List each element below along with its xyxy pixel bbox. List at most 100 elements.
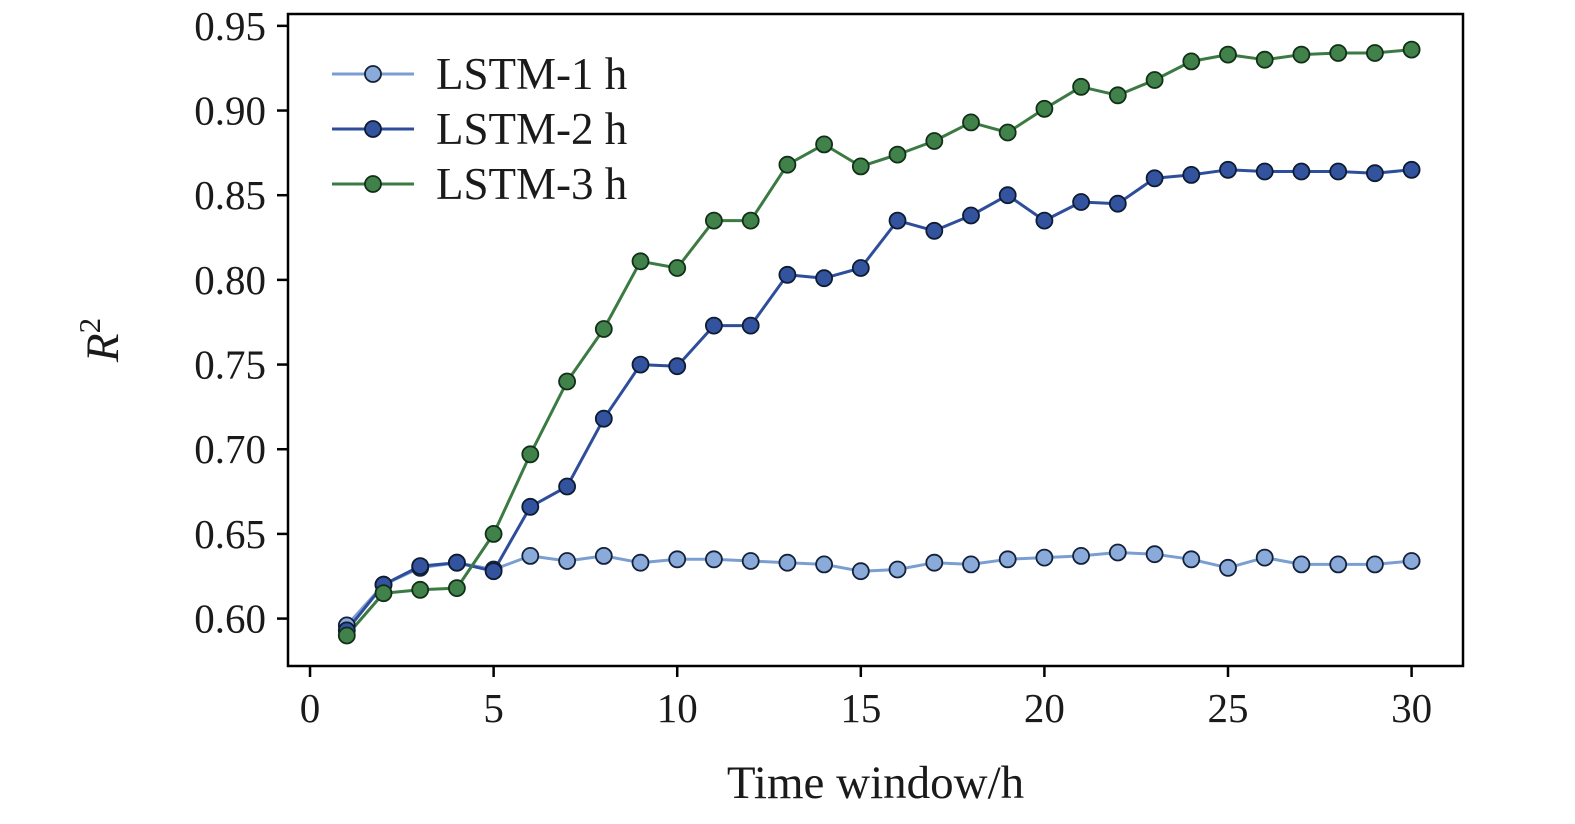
- data-point: [1145, 71, 1164, 89]
- data-point: [705, 550, 723, 569]
- data-point: [888, 211, 907, 230]
- x-tick-label: 5: [483, 685, 504, 731]
- data-point: [411, 557, 430, 575]
- data-point: [1108, 194, 1127, 213]
- data-point: [594, 409, 613, 428]
- x-tick-label: 20: [1024, 685, 1065, 731]
- data-point: [1072, 547, 1090, 565]
- data-point: [1145, 545, 1164, 564]
- data-point: [558, 552, 576, 570]
- y-tick-label: 0.65: [194, 511, 266, 557]
- y-tick-label: 0.70: [194, 426, 266, 472]
- data-point: [411, 580, 430, 599]
- legend-label: LSTM-1 h: [436, 49, 627, 99]
- data-point: [815, 135, 833, 154]
- data-point: [1402, 40, 1421, 59]
- data-point: [998, 550, 1017, 569]
- data-point: [484, 525, 503, 543]
- data-point: [1329, 44, 1348, 62]
- x-axis-title: Time window/h: [727, 757, 1024, 809]
- data-point: [1255, 162, 1274, 181]
- data-point: [1035, 211, 1054, 230]
- data-point: [1072, 77, 1090, 96]
- data-point: [484, 562, 503, 581]
- data-point: [1145, 169, 1164, 188]
- series-markers-LSTM-2-h: [337, 160, 1421, 640]
- data-point: [741, 211, 760, 230]
- data-point: [594, 547, 613, 565]
- data-point: [1182, 165, 1201, 184]
- data-point: [1402, 160, 1421, 179]
- data-point: [447, 553, 466, 572]
- x-tick-label: 0: [300, 685, 321, 731]
- data-point: [778, 553, 797, 572]
- axes-box: [286, 12, 1465, 668]
- data-point: [1182, 550, 1201, 569]
- data-point: [778, 265, 797, 284]
- data-point: [778, 155, 797, 174]
- y-tick-label: 0.95: [194, 3, 266, 49]
- y-tick-label: 0.85: [194, 172, 266, 218]
- data-point: [998, 186, 1017, 205]
- data-point: [1219, 558, 1237, 577]
- series-markers-LSTM-3-h: [337, 40, 1421, 645]
- data-point: [888, 560, 907, 579]
- data-point: [741, 552, 760, 570]
- data-point: [1255, 50, 1274, 69]
- y-axis: 0.60 0.65 0.70 0.75 0.80 0.85 0.90 0.95: [194, 3, 288, 642]
- y-tick-label: 0.90: [194, 88, 266, 134]
- x-tick-label: 10: [657, 685, 698, 731]
- y-tick-label: 0.75: [194, 342, 266, 388]
- data-point: [558, 477, 576, 496]
- data-point: [447, 579, 466, 597]
- y-tick-label: 0.80: [194, 257, 266, 303]
- data-point: [1366, 555, 1384, 574]
- data-point: [1402, 552, 1421, 570]
- data-point: [1108, 543, 1127, 562]
- data-point: [1292, 162, 1311, 181]
- x-tick-label: 15: [840, 685, 881, 731]
- data-point: [1182, 52, 1201, 71]
- data-point: [962, 555, 980, 574]
- data-point: [705, 316, 723, 335]
- legend-item-LSTM-1-h: LSTM-1 h: [332, 49, 627, 99]
- data-point: [631, 252, 650, 271]
- data-point: [851, 259, 870, 277]
- data-point: [1329, 555, 1348, 574]
- data-point: [631, 553, 650, 572]
- data-point: [815, 555, 833, 574]
- legend-item-LSTM-2-h: LSTM-2 h: [332, 104, 627, 154]
- data-point: [521, 445, 540, 464]
- data-point: [851, 562, 870, 581]
- data-point: [1108, 86, 1127, 105]
- data-point: [1219, 45, 1237, 64]
- data-point: [925, 132, 944, 150]
- data-point: [1366, 164, 1384, 183]
- data-point: [1255, 548, 1274, 567]
- data-point: [925, 553, 944, 572]
- legend-label: LSTM-2 h: [436, 104, 627, 154]
- data-point: [888, 145, 907, 164]
- data-point: [962, 113, 980, 132]
- legend-label: LSTM-3 h: [436, 159, 627, 209]
- data-point: [521, 497, 540, 516]
- data-point: [668, 550, 687, 569]
- data-point: [521, 547, 540, 565]
- data-point: [1366, 44, 1384, 62]
- data-point: [705, 211, 723, 230]
- legend-marker-sample: [364, 175, 382, 193]
- data-point: [925, 221, 944, 240]
- data-point: [631, 355, 650, 374]
- data-point: [741, 316, 760, 335]
- data-point: [998, 123, 1017, 142]
- x-tick-label: 30: [1391, 685, 1432, 731]
- data-point: [1035, 548, 1054, 567]
- data-point: [337, 626, 356, 645]
- data-point: [374, 584, 393, 603]
- y-axis-title: R2: [72, 318, 129, 363]
- data-point: [962, 206, 980, 225]
- data-point: [668, 259, 687, 277]
- data-point: [1329, 162, 1348, 181]
